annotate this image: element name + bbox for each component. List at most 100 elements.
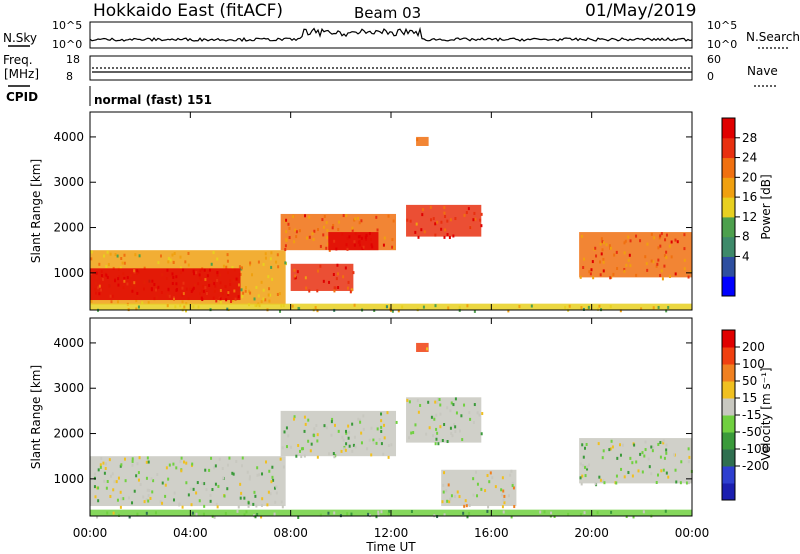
power-cell xyxy=(313,229,316,233)
velocity-cell xyxy=(480,432,483,436)
power-cell xyxy=(95,271,98,275)
power-cell xyxy=(422,305,425,309)
velocity-cell xyxy=(627,471,630,475)
power-cell xyxy=(244,289,247,293)
power-panel: 1000 2000 3000 4000 Slant Range [km] xyxy=(29,111,693,313)
power-cell xyxy=(175,282,178,286)
power-cell xyxy=(271,277,274,281)
velocity-cell xyxy=(642,510,645,514)
figure-title: Hokkaido East (fitACF) xyxy=(93,1,283,21)
power-cell xyxy=(105,273,108,277)
velocity-cell xyxy=(154,511,157,515)
velocity-cell xyxy=(487,505,490,509)
y-tick-label: 2000 xyxy=(53,221,84,235)
velocity-cell xyxy=(293,415,296,419)
power-cell xyxy=(167,257,170,261)
power-cell xyxy=(98,292,101,296)
power-cell xyxy=(241,294,244,298)
velocity-cell xyxy=(108,458,111,462)
power-colorbar-label: Power [dB] xyxy=(759,174,773,239)
velocity-cell xyxy=(119,505,122,509)
power-cell xyxy=(391,245,394,249)
power-colorbar-swatch xyxy=(722,157,735,178)
velocity-cell xyxy=(476,482,479,486)
power-cell xyxy=(202,289,205,293)
velocity-cell xyxy=(510,515,513,519)
velocity-cell xyxy=(303,415,306,419)
power-cell xyxy=(268,287,271,291)
velocity-cell xyxy=(472,477,475,481)
power-cell xyxy=(429,205,432,209)
velocity-cell xyxy=(117,476,120,480)
velocity-cell xyxy=(472,420,475,424)
velocity-cell xyxy=(662,439,665,443)
velocity-cell xyxy=(100,456,103,460)
power-cell xyxy=(657,305,660,309)
power-cell xyxy=(650,259,653,263)
power-cell xyxy=(316,289,319,293)
power-cell xyxy=(172,296,175,300)
power-cell xyxy=(216,271,219,275)
power-cell xyxy=(663,264,666,268)
velocity-cell xyxy=(602,449,605,453)
velocity-cell xyxy=(293,417,296,421)
velocity-cell xyxy=(596,511,599,515)
power-cell xyxy=(591,260,594,264)
power-cell xyxy=(353,218,356,222)
power-cell xyxy=(97,286,100,290)
power-cell xyxy=(110,300,113,304)
velocity-cell xyxy=(680,460,683,464)
power-cell xyxy=(683,258,686,262)
freq-tick-bottom: 8 xyxy=(66,70,73,83)
velocity-cell xyxy=(455,411,458,415)
velocity-cell xyxy=(122,497,125,501)
power-cell xyxy=(665,309,668,313)
velocity-cell xyxy=(273,486,276,490)
velocity-cell xyxy=(460,414,463,418)
power-cell xyxy=(187,263,190,267)
velocity-cell xyxy=(297,515,300,519)
power-cell xyxy=(333,289,336,293)
velocity-cell xyxy=(161,481,164,485)
power-cell xyxy=(331,226,334,230)
power-cell xyxy=(354,217,357,221)
velocity-cell xyxy=(648,465,651,469)
velocity-cell xyxy=(173,491,176,495)
velocity-cell xyxy=(360,431,363,435)
power-cell xyxy=(308,235,311,239)
velocity-cell xyxy=(117,513,120,517)
velocity-cell xyxy=(344,448,347,452)
velocity-cell xyxy=(635,460,638,464)
power-colorbar-swatch xyxy=(722,236,735,257)
power-cell xyxy=(317,228,320,232)
velocity-cell xyxy=(345,431,348,435)
velocity-cell xyxy=(602,479,605,483)
velocity-cell xyxy=(340,449,343,453)
velocity-cell xyxy=(468,511,471,515)
velocity-cell xyxy=(491,476,494,480)
velocity-cell xyxy=(351,422,354,426)
power-cell xyxy=(276,292,279,296)
power-cell xyxy=(216,257,219,261)
power-cell xyxy=(216,278,219,282)
power-cell xyxy=(616,266,619,270)
freq-panel: Freq. [MHz] 18 8 60 0 Nave xyxy=(3,53,778,87)
velocity-cell xyxy=(255,504,258,508)
power-cell xyxy=(588,270,591,274)
y-tick-label: 1000 xyxy=(53,266,84,280)
power-cell xyxy=(185,309,188,313)
velocity-cell xyxy=(583,465,586,469)
power-cell xyxy=(676,240,679,244)
power-cell xyxy=(674,272,677,276)
velocity-cell xyxy=(442,490,445,494)
power-cell xyxy=(587,305,590,309)
power-cell xyxy=(109,252,112,256)
power-cell xyxy=(233,289,236,293)
power-cell xyxy=(192,305,195,309)
power-cell xyxy=(231,266,234,270)
power-cell xyxy=(382,243,385,247)
velocity-cell xyxy=(446,406,449,410)
power-cell xyxy=(204,286,207,290)
velocity-cell xyxy=(94,472,97,476)
velocity-cell xyxy=(331,417,334,421)
